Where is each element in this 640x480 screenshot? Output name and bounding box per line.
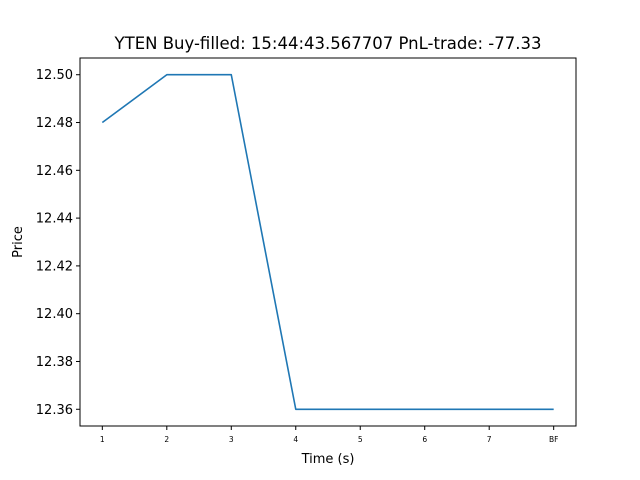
x-tick-label: 7 [487,435,492,444]
y-tick-label: 12.36 [36,403,73,418]
plot-frame [79,57,577,427]
y-tick-label: 12.40 [36,307,73,322]
chart-title: YTEN Buy-filled: 15:44:43.567707 PnL-tra… [114,34,542,53]
x-tick-label: 2 [164,435,169,444]
y-tick-label: 12.42 [36,259,73,274]
x-tick-label: 3 [229,435,234,444]
x-tick-label: 6 [422,435,427,444]
x-tick-label: BF [549,435,558,444]
plot-area: 12.36 12.38 12.40 12.42 12.44 12.46 12.48 12.50… [36,57,577,444]
y-tick-label: 12.46 [36,164,73,179]
x-axis-label: Time (s) [301,452,355,467]
x-tick-label: 5 [358,435,363,444]
x-tick-label: 4 [293,435,298,444]
y-tick-label: 12.48 [36,116,73,131]
y-axis-label: Price [11,226,26,258]
series-line-0 [101,73,554,411]
y-tick-label: 12.38 [36,355,73,370]
y-tick-label: 12.50 [36,68,73,83]
x-tick-label: 1 [100,435,105,444]
y-tick-label: 12.44 [36,212,73,227]
